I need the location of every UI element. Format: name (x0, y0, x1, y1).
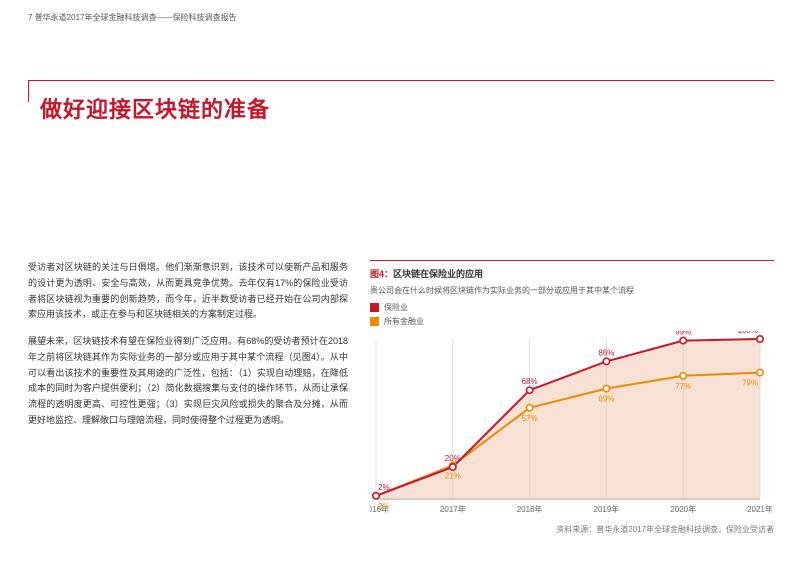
value-label-series1: 99% (675, 331, 691, 337)
legend-item-2: 所有金融业 (370, 316, 774, 327)
body-paragraph-2: 展望未来，区块链技术有望在保险业得到广泛应用。有68%的受访者预计在2018年之… (28, 334, 348, 429)
value-label-series2: 77% (675, 382, 691, 391)
marker-series1 (757, 336, 763, 342)
body-column: 受访者对区块链的关注与日俱增。他们渐渐意识到，该技术可以使新产品和服务的设计更为… (28, 260, 348, 440)
doc-title: 普华永道2017年全球金融科技调查——保险科技调查报告 (35, 13, 237, 22)
legend-swatch-1 (370, 303, 379, 312)
chart-area: 图4：区块链在保险业的应用 贵公司会在什么时候将区块链作为实际业务的一部分或应用… (370, 260, 774, 535)
legend-label-1: 保险业 (384, 302, 408, 313)
x-axis-label: 2018年 (517, 504, 543, 514)
marker-series2 (680, 373, 686, 379)
chart-svg: 2016年2017年2018年2019年2020年2021年2%2%20%21%… (370, 331, 774, 521)
value-label-series2: 69% (598, 395, 614, 404)
value-label-series1: 2% (378, 483, 390, 492)
legend-item-1: 保险业 (370, 302, 774, 313)
chart-subtitle: 贵公司会在什么时候将区块链作为实际业务的一部分或应用于其中某个流程 (370, 285, 774, 296)
chart-figure-label: 图4： (370, 269, 393, 279)
value-label-series1: 68% (522, 377, 538, 386)
marker-series2 (603, 385, 609, 391)
value-label-series2: 2% (378, 502, 390, 511)
value-label-series2: 57% (522, 414, 538, 423)
marker-series1 (373, 493, 379, 499)
page-title: 做好迎接区块链的准备 (40, 92, 270, 124)
marker-series2 (526, 405, 532, 411)
value-label-series2: 79% (742, 379, 758, 388)
value-label-series2: 21% (445, 471, 461, 480)
value-label-series1: 20% (445, 454, 461, 463)
page-header: 7 普华永道2017年全球金融科技调查——保险科技调查报告 (28, 12, 236, 23)
page-number: 7 (28, 13, 32, 22)
value-label-series1: 86% (598, 348, 614, 357)
marker-series1 (603, 358, 609, 364)
chart-legend: 保险业 所有金融业 (370, 302, 774, 327)
marker-series2 (757, 369, 763, 375)
marker-series1 (450, 464, 456, 470)
chart-figure-title: 区块链在保险业的应用 (393, 269, 483, 279)
legend-label-2: 所有金融业 (384, 316, 424, 327)
chart-source: 资料来源：普华永道2017年全球金融科技调查，保险业受访者 (370, 524, 774, 535)
x-axis-label: 2020年 (670, 504, 696, 514)
marker-series1 (680, 337, 686, 343)
x-axis-label: 2017年 (440, 504, 466, 514)
value-label-series1: 100% (738, 331, 758, 335)
x-axis-label: 2021年 (747, 504, 773, 514)
chart-title-row: 图4：区块链在保险业的应用 (370, 260, 774, 282)
legend-swatch-2 (370, 317, 379, 326)
x-axis-label: 2019年 (594, 504, 620, 514)
body-paragraph-1: 受访者对区块链的关注与日俱增。他们渐渐意识到，该技术可以使新产品和服务的设计更为… (28, 260, 348, 323)
marker-series1 (526, 387, 532, 393)
